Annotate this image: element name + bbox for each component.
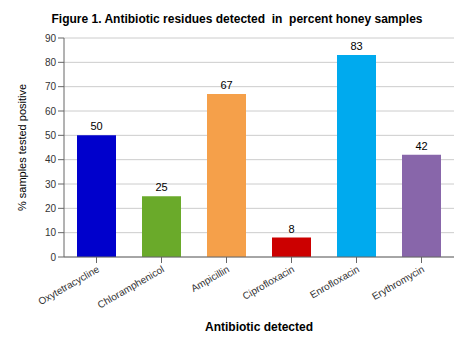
svg-text:70: 70 (45, 81, 57, 92)
svg-text:Erythromycin: Erythromycin (370, 263, 426, 302)
svg-text:83: 83 (350, 40, 362, 52)
svg-text:% samples tested positive: % samples tested positive (16, 84, 28, 211)
svg-text:67: 67 (220, 79, 232, 91)
svg-text:20: 20 (45, 203, 57, 214)
svg-text:Oxytetracycline: Oxytetracycline (36, 263, 101, 307)
svg-text:80: 80 (45, 57, 57, 68)
svg-text:0: 0 (50, 252, 56, 263)
svg-text:40: 40 (45, 154, 57, 165)
html-text:Figure 1. Antibiotic residues: Figure 1. Antibiotic residues detected i… (51, 12, 423, 26)
svg-text:42: 42 (415, 140, 427, 152)
svg-text:25: 25 (155, 181, 167, 193)
svg-text:60: 60 (45, 106, 57, 117)
svg-text:10: 10 (45, 227, 57, 238)
svg-text:8: 8 (288, 223, 294, 235)
svg-text:Ampicillin: Ampicillin (189, 263, 231, 294)
svg-text:50: 50 (45, 130, 57, 141)
svg-text:50: 50 (90, 120, 102, 132)
svg-text:90: 90 (45, 33, 57, 44)
svg-text:Antibiotic detected: Antibiotic detected (205, 320, 313, 334)
svg-text:30: 30 (45, 179, 57, 190)
svg-text:Ciprofloxacin: Ciprofloxacin (240, 263, 296, 301)
svg-text:Enrofloxacin: Enrofloxacin (308, 263, 361, 300)
svg-text:Chloramphenicol: Chloramphenicol (96, 263, 166, 310)
